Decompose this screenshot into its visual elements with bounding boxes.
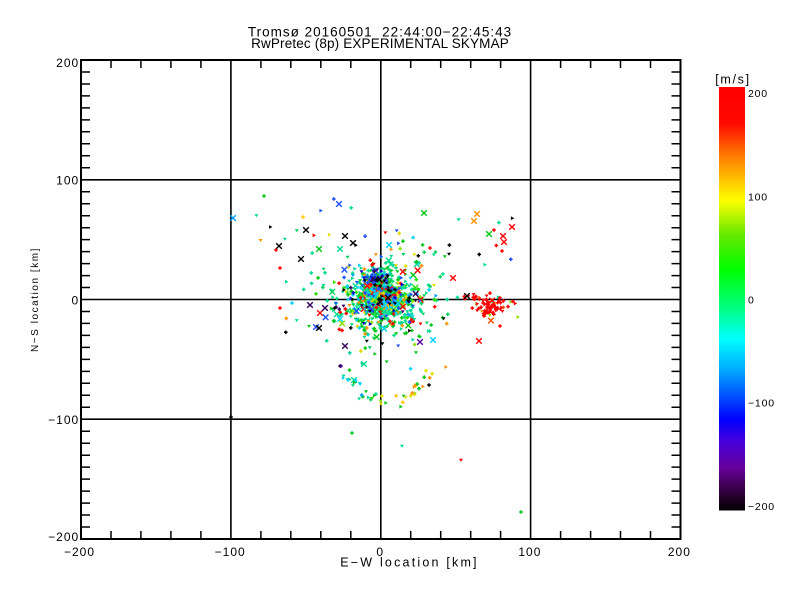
svg-text:−200: −200 [64,545,95,559]
svg-text:0: 0 [72,293,80,307]
svg-text:[m/s]: [m/s] [715,72,751,86]
svg-text:RwPretec (8p) EXPERIMENTAL SKY: RwPretec (8p) EXPERIMENTAL SKYMAP [251,36,509,51]
svg-text:−100: −100 [48,413,79,427]
svg-text:−100: −100 [215,545,246,559]
svg-text:Tromsø 20160501 22:44:00−22:4: Tromsø 20160501 22:44:00−22:45:43 [248,25,512,40]
svg-text:E−W location [km]: E−W location [km] [340,556,478,570]
svg-text:100: 100 [518,545,541,559]
svg-text:0: 0 [376,545,384,559]
svg-text:200: 200 [668,545,691,559]
svg-text:100: 100 [56,174,79,188]
svg-text:−100: −100 [748,398,775,410]
svg-text:−200: −200 [748,501,775,513]
svg-text:200: 200 [56,56,79,70]
svg-text:0: 0 [748,295,755,307]
svg-text:−200: −200 [48,530,79,544]
svg-text:100: 100 [748,191,768,203]
svg-text:N−S location [km]: N−S location [km] [30,247,41,352]
svg-text:200: 200 [748,88,768,100]
